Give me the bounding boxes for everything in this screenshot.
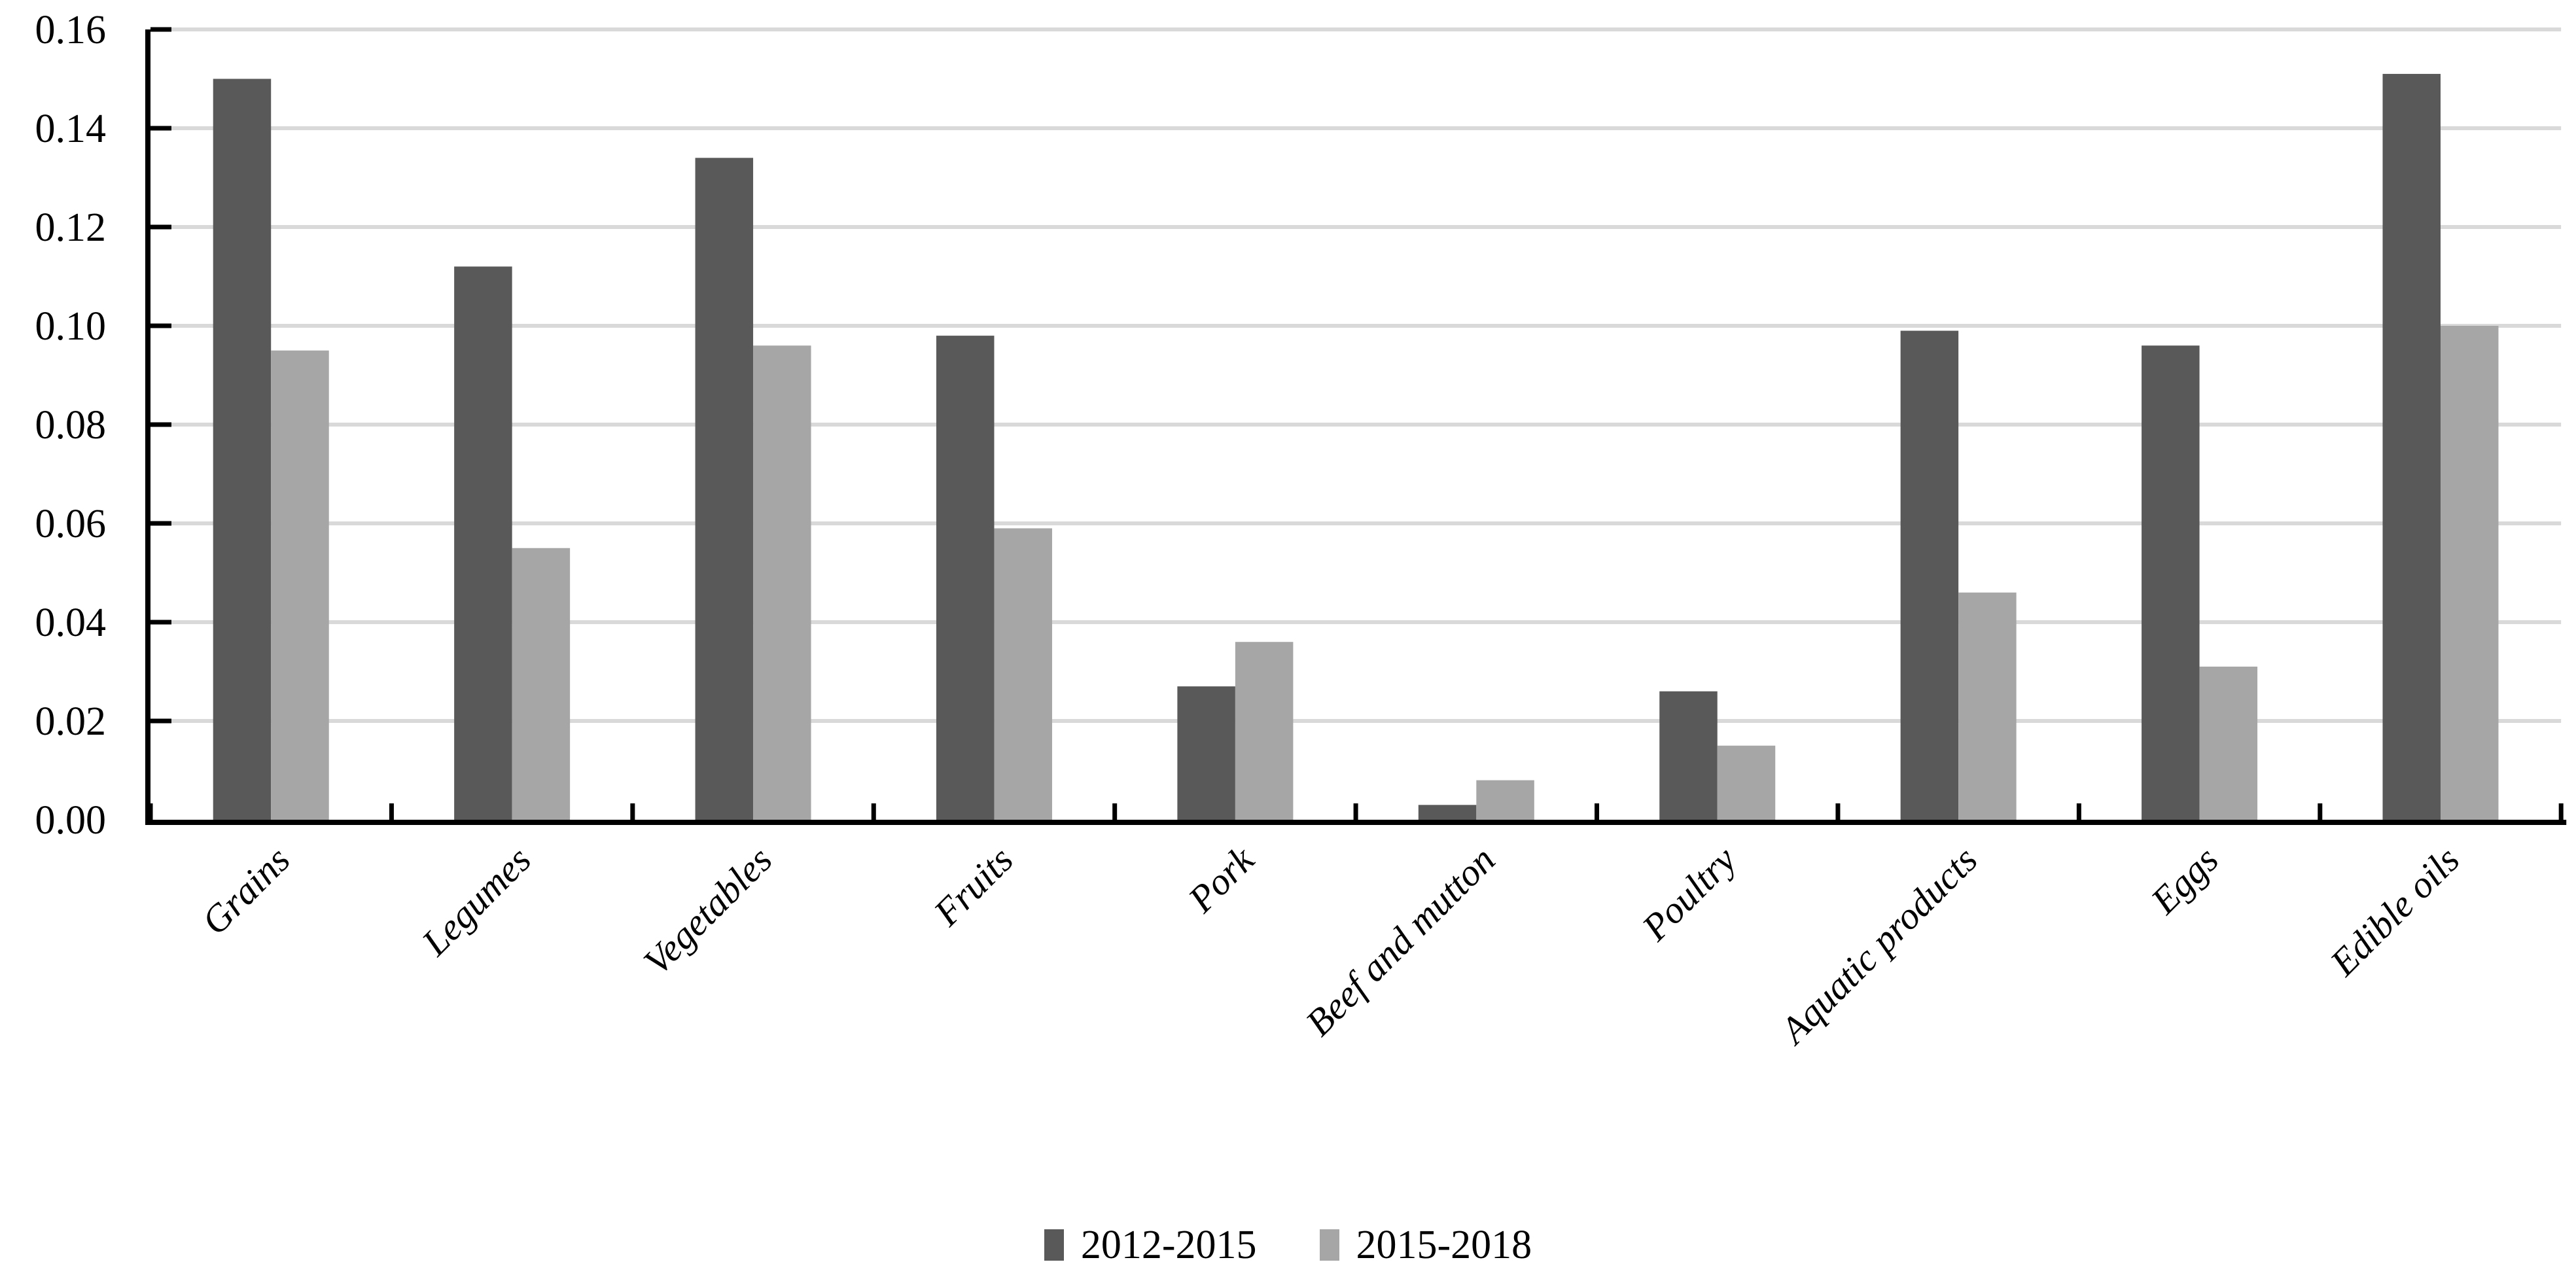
y-axis-tick — [150, 323, 171, 328]
gridline — [150, 521, 2562, 525]
bar — [454, 266, 512, 820]
bar — [1476, 780, 1534, 820]
gridline — [150, 27, 2562, 31]
y-axis-tick — [150, 126, 171, 131]
bar — [1900, 330, 1959, 820]
bar — [2142, 345, 2200, 820]
x-axis-tick — [389, 803, 394, 820]
gridline — [150, 126, 2562, 130]
legend-item: 2015-2018 — [1319, 1223, 1532, 1267]
x-axis-tick — [1595, 803, 1600, 820]
bar — [1659, 691, 1718, 820]
y-axis-tick — [150, 27, 171, 32]
category-label: Vegetables — [635, 838, 780, 983]
bar — [213, 79, 272, 820]
y-tick-label: 0.00 — [35, 798, 107, 843]
category-label: Pork — [1180, 837, 1263, 920]
y-tick-label: 0.12 — [35, 205, 107, 250]
legend-label: 2015-2018 — [1356, 1223, 1532, 1267]
x-axis-tick — [871, 803, 876, 820]
y-tick-label: 0.16 — [35, 8, 107, 52]
gridline — [150, 423, 2562, 427]
bar — [512, 548, 571, 820]
y-axis-tick — [150, 422, 171, 427]
bar — [2382, 73, 2441, 820]
category-label: Fruits — [925, 838, 1021, 934]
y-tick-label: 0.02 — [35, 699, 107, 744]
bar — [695, 158, 754, 820]
y-axis-tick — [150, 718, 171, 724]
y-axis-tick — [150, 620, 171, 625]
bar — [936, 336, 995, 820]
x-axis-tick — [2558, 803, 2564, 820]
x-axis-tick — [630, 803, 635, 820]
bar — [994, 528, 1052, 820]
bar — [753, 345, 811, 820]
x-axis-tick — [2318, 803, 2323, 820]
x-axis-tick — [2076, 803, 2081, 820]
x-axis-tick — [1835, 803, 1841, 820]
legend-color-swatch — [1319, 1229, 1339, 1261]
category-label: Aquatic products — [1771, 838, 1986, 1053]
bar — [1418, 805, 1477, 820]
chart-legend: 2012-2015 2015-2018 — [0, 1225, 2576, 1265]
bar — [271, 350, 329, 820]
y-tick-label: 0.08 — [35, 403, 107, 447]
y-axis-line — [145, 29, 150, 825]
y-tick-label: 0.14 — [35, 107, 107, 151]
bar — [2199, 666, 2258, 820]
y-axis-tick — [150, 521, 171, 526]
gridline — [150, 324, 2562, 328]
gridline — [150, 225, 2562, 229]
gridline — [150, 620, 2562, 624]
bar — [1958, 592, 2017, 820]
bar — [1177, 686, 1235, 820]
category-label: Grains — [193, 838, 298, 943]
category-label: Eggs — [2142, 838, 2227, 922]
y-axis-tick — [150, 224, 171, 230]
x-axis-tick — [1353, 803, 1358, 820]
y-tick-label: 0.06 — [35, 502, 107, 546]
category-label: Poultry — [1633, 838, 1744, 949]
legend-label: 2012-2015 — [1080, 1223, 1257, 1267]
y-tick-label: 0.04 — [35, 601, 107, 645]
category-label: Beef and mutton — [1297, 838, 1504, 1044]
legend-color-swatch — [1044, 1229, 1064, 1261]
category-label: Edible oils — [2321, 838, 2467, 984]
category-label: Legumes — [413, 838, 538, 964]
bar — [1235, 642, 1294, 820]
bar — [2440, 326, 2499, 820]
bar — [1717, 745, 1776, 820]
x-axis-tick — [1112, 803, 1118, 820]
x-axis-line — [145, 820, 2567, 825]
legend-item: 2012-2015 — [1044, 1225, 1257, 1265]
gridline — [150, 719, 2562, 723]
y-tick-label: 0.10 — [35, 304, 107, 349]
